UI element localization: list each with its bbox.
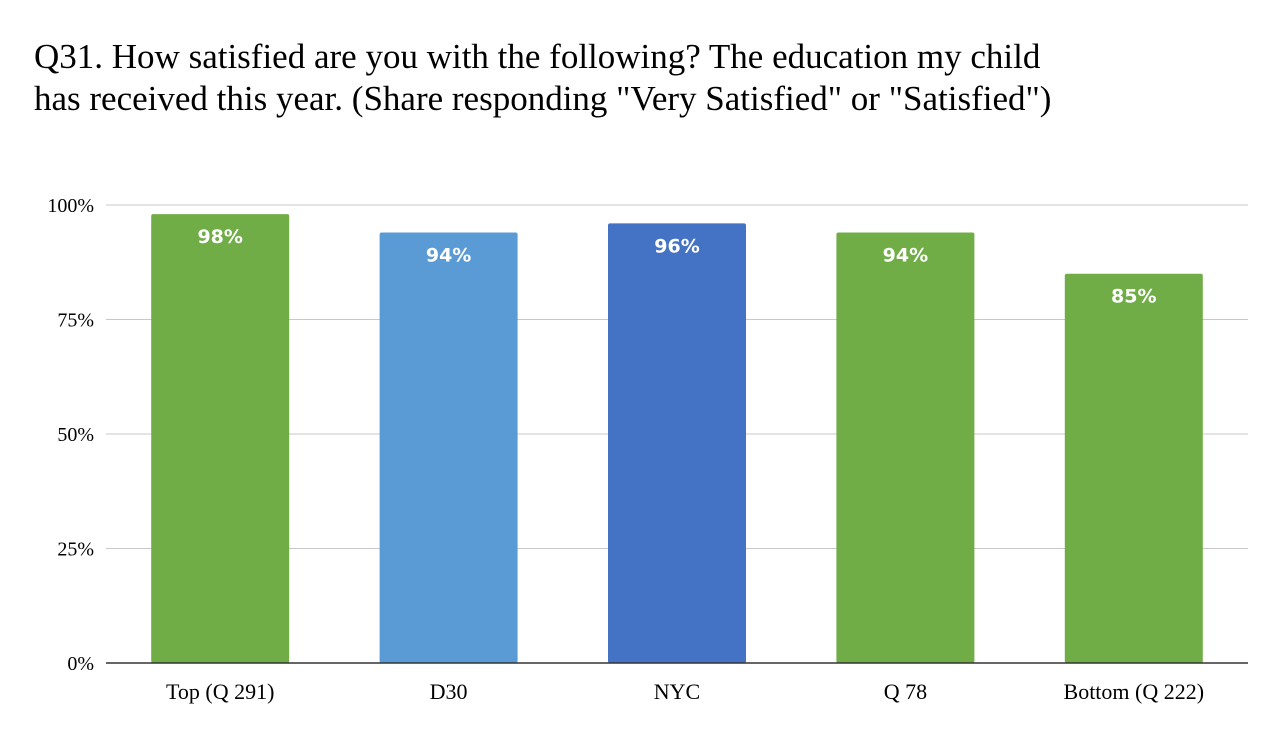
bars: 98% 94% 96% 94% 85%: [151, 214, 1203, 664]
bar: [836, 232, 975, 664]
data-label: 94%: [883, 244, 928, 266]
x-category-label: D30: [430, 679, 468, 704]
y-tick-label: 75%: [57, 310, 94, 332]
data-label: 85%: [1111, 286, 1156, 308]
y-tick-label: 50%: [57, 424, 94, 446]
x-axis-category-labels: Top (Q 291) D30 NYC Q 78 Bottom (Q 222): [166, 679, 1204, 704]
bar: [379, 232, 518, 664]
x-category-label: Top (Q 291): [166, 679, 274, 704]
data-label: 98%: [197, 226, 242, 248]
bar: [151, 214, 290, 663]
x-category-label: Bottom (Q 222): [1064, 679, 1205, 704]
y-tick-label: 100%: [47, 195, 94, 217]
y-tick-label: 0%: [67, 653, 94, 675]
bar: [1064, 273, 1203, 663]
y-tick-label: 25%: [57, 539, 94, 561]
chart-title: Q31. How satisfied are you with the foll…: [34, 36, 1254, 120]
data-label: 94%: [426, 244, 471, 266]
y-axis-tick-labels: 0% 25% 50% 75% 100%: [47, 195, 94, 675]
bar: [608, 223, 746, 663]
chart-title-line-2: has received this year. (Share respondin…: [34, 79, 1052, 118]
data-label: 96%: [654, 235, 699, 257]
x-category-label: Q 78: [884, 679, 927, 704]
x-category-label: NYC: [654, 679, 700, 704]
chart-title-line-1: Q31. How satisfied are you with the foll…: [34, 37, 1041, 76]
